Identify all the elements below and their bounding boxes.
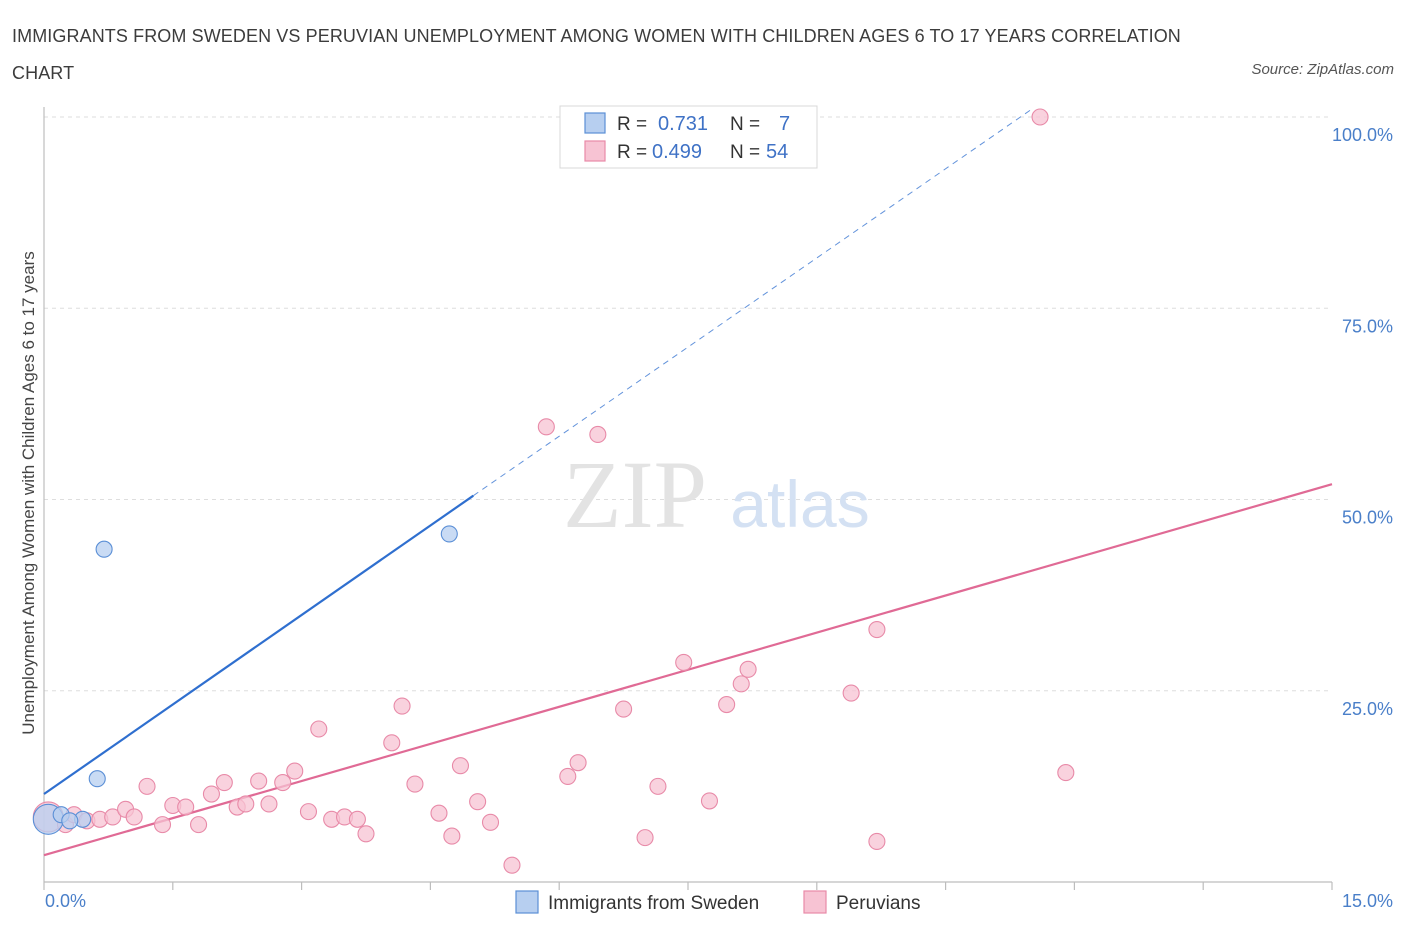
point-sweden-4 bbox=[95, 540, 113, 558]
legend-n-label-peruvians: N = bbox=[730, 142, 760, 163]
point-peruvians-29 bbox=[406, 775, 424, 793]
point-peruvians-41 bbox=[636, 829, 654, 847]
y-axis-label: Unemployment Among Women with Children A… bbox=[19, 251, 38, 735]
point-peruvians-30 bbox=[430, 804, 448, 822]
chart-source: Source: ZipAtlas.com bbox=[1251, 61, 1394, 78]
point-peruvians-38 bbox=[569, 754, 587, 772]
legend-n-value-peruvians: 54 bbox=[766, 141, 788, 163]
point-peruvians-19 bbox=[274, 773, 292, 792]
y-tick-label-50: 50.0% bbox=[1342, 508, 1393, 528]
series-legend: Immigrants from Sweden Peruvians bbox=[515, 890, 921, 914]
watermark-atlas: atlas bbox=[730, 467, 869, 541]
point-peruvians-35 bbox=[503, 856, 521, 874]
point-peruvians-33 bbox=[469, 793, 487, 811]
point-peruvians-36 bbox=[537, 418, 555, 436]
point-peruvians-7 bbox=[125, 808, 143, 826]
y-tick-label-100: 100.0% bbox=[1332, 125, 1393, 145]
point-peruvians-5 bbox=[104, 808, 122, 826]
legend-n-value-sweden: 7 bbox=[779, 113, 790, 135]
point-peruvians-13 bbox=[202, 785, 220, 803]
point-peruvians-44 bbox=[700, 792, 719, 810]
y-tick-label-25: 25.0% bbox=[1342, 699, 1393, 719]
grid bbox=[44, 116, 1332, 692]
legend-r-label-peruvians: R = bbox=[617, 142, 647, 163]
point-peruvians-45 bbox=[718, 695, 736, 714]
point-peruvians-53 bbox=[1057, 764, 1075, 782]
point-peruvians-32 bbox=[451, 757, 470, 775]
point-peruvians-31 bbox=[443, 827, 461, 845]
axis-labels: 25.0% 50.0% 75.0% 100.0% 0.0% 15.0% bbox=[45, 125, 1393, 911]
y-tick-label-75: 75.0% bbox=[1342, 316, 1393, 336]
point-peruvians-21 bbox=[299, 803, 318, 821]
point-sweden-3 bbox=[61, 812, 79, 830]
point-peruvians-14 bbox=[215, 773, 233, 792]
point-peruvians-39 bbox=[589, 425, 607, 444]
legend-swatch-sweden bbox=[584, 112, 606, 134]
x-tick-label-min: 0.0% bbox=[45, 891, 86, 911]
point-peruvians-12 bbox=[190, 816, 208, 834]
point-peruvians-26 bbox=[357, 825, 375, 843]
point-peruvians-22 bbox=[310, 720, 328, 738]
legend-swatch-peruvians bbox=[584, 140, 606, 162]
point-peruvians-16 bbox=[237, 795, 255, 813]
trend-extension-0 bbox=[473, 108, 1032, 497]
point-peruvians-46 bbox=[732, 675, 750, 693]
point-peruvians-27 bbox=[383, 734, 401, 752]
data-points bbox=[32, 108, 1075, 874]
series-legend-sweden: Immigrants from Sweden bbox=[548, 893, 759, 914]
chart-title: IMMIGRANTS FROM SWEDEN VS PERUVIAN UNEMP… bbox=[12, 26, 1181, 83]
point-peruvians-8 bbox=[138, 777, 156, 795]
legend-r-value-sweden: 0.731 bbox=[658, 113, 708, 135]
point-peruvians-9 bbox=[153, 816, 172, 834]
point-peruvians-42 bbox=[649, 777, 667, 795]
point-sweden-6 bbox=[440, 525, 458, 543]
point-peruvians-37 bbox=[559, 767, 577, 785]
point-peruvians-28 bbox=[393, 697, 411, 715]
stats-legend: R = 0.731 N = 7 R = 0.499 N = 54 bbox=[559, 105, 818, 169]
axes bbox=[43, 107, 1333, 890]
legend-n-label-sweden: N = bbox=[730, 114, 760, 135]
point-peruvians-43 bbox=[675, 653, 693, 671]
point-sweden-5 bbox=[88, 770, 106, 788]
x-tick-label-max: 15.0% bbox=[1342, 891, 1393, 911]
legend-r-value-peruvians: 0.499 bbox=[652, 141, 702, 163]
point-peruvians-49 bbox=[842, 684, 860, 702]
series-legend-peruvians: Peruvians bbox=[836, 893, 921, 914]
point-peruvians-20 bbox=[286, 762, 304, 780]
point-peruvians-17 bbox=[250, 772, 268, 790]
point-peruvians-25 bbox=[348, 810, 366, 828]
point-peruvians-52 bbox=[1031, 108, 1049, 126]
series-legend-swatch-sweden bbox=[515, 890, 539, 914]
point-peruvians-11 bbox=[177, 798, 195, 816]
point-peruvians-34 bbox=[481, 813, 500, 831]
legend-r-label-sweden: R = bbox=[617, 114, 647, 135]
point-peruvians-40 bbox=[615, 700, 633, 718]
watermark-zip: ZIP bbox=[563, 441, 707, 548]
series-legend-swatch-peruvians bbox=[803, 890, 827, 914]
point-peruvians-51 bbox=[868, 832, 886, 851]
point-peruvians-18 bbox=[260, 795, 278, 813]
point-peruvians-50 bbox=[868, 620, 886, 639]
trend-line-0 bbox=[43, 494, 474, 795]
point-peruvians-47 bbox=[739, 660, 757, 678]
